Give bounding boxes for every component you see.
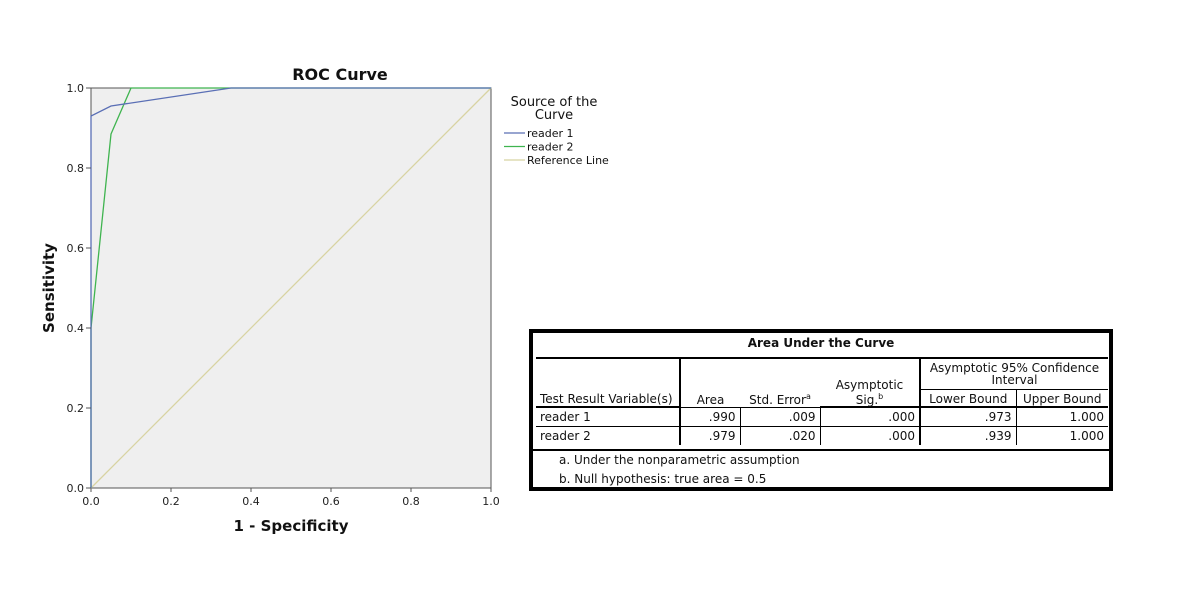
header-sig: Asymptotic Sig.b bbox=[820, 357, 920, 408]
row-variable: reader 2 bbox=[536, 426, 680, 445]
x-tick-label: 0.0 bbox=[82, 495, 100, 508]
y-tick-label: 1.0 bbox=[67, 82, 85, 95]
header-area: Area bbox=[679, 357, 740, 408]
header-lower-bound: Lower Bound bbox=[919, 389, 1016, 408]
legend-label: reader 1 bbox=[527, 127, 574, 140]
x-tick-label: 0.2 bbox=[162, 495, 180, 508]
x-tick-label: 0.4 bbox=[242, 495, 260, 508]
table-footnotes: a. Under the nonparametric assumption b.… bbox=[533, 449, 1109, 489]
row-lower-bound: .939 bbox=[919, 426, 1016, 445]
y-axis-title: Sensitivity bbox=[40, 243, 58, 333]
header-upper-bound: Upper Bound bbox=[1015, 389, 1108, 408]
legend-label: reader 2 bbox=[527, 141, 574, 154]
y-tick-label: 0.0 bbox=[67, 482, 85, 495]
std-error-footnote-mark: a bbox=[805, 391, 811, 401]
row-area: .990 bbox=[679, 407, 740, 427]
table-row: reader 1 .990 .009 .000 .973 1.000 bbox=[536, 407, 1108, 427]
y-tick-label: 0.8 bbox=[67, 162, 85, 175]
y-tick-label: 0.6 bbox=[67, 242, 85, 255]
footnote-a: a. Under the nonparametric assumption bbox=[559, 453, 800, 467]
y-tick-label: 0.2 bbox=[67, 402, 85, 415]
row-upper-bound: 1.000 bbox=[1015, 426, 1108, 445]
auc-table-caption: Area Under the Curve bbox=[747, 336, 895, 350]
row-sig: .000 bbox=[819, 407, 920, 427]
row-area: .979 bbox=[679, 426, 740, 445]
table-row: reader 2 .979 .020 .000 .939 1.000 bbox=[536, 426, 1108, 445]
row-upper-bound: 1.000 bbox=[1015, 407, 1108, 427]
header-variable: Test Result Variable(s) bbox=[536, 357, 680, 408]
row-lower-bound: .973 bbox=[919, 407, 1016, 427]
legend-label: Reference Line bbox=[527, 154, 609, 167]
series-line-reference-line bbox=[90, 87, 492, 489]
header-confidence-interval: Asymptotic 95% Confidence Interval bbox=[919, 357, 1108, 390]
row-std-error: .009 bbox=[739, 407, 820, 427]
chart-title: ROC Curve bbox=[292, 65, 388, 84]
row-sig: .000 bbox=[819, 426, 920, 445]
x-tick-label: 0.8 bbox=[402, 495, 420, 508]
x-tick-label: 1.0 bbox=[482, 495, 500, 508]
row-variable: reader 1 bbox=[540, 410, 591, 424]
auc-table-panel: Area Under the Curve Test Result Variabl… bbox=[529, 329, 1113, 491]
x-tick-label: 0.6 bbox=[322, 495, 340, 508]
legend-title: Source of the bbox=[511, 95, 598, 110]
sig-footnote-mark: b bbox=[878, 392, 884, 401]
x-axis-title: 1 - Specificity bbox=[234, 517, 349, 535]
header-std-error: Std. Errora bbox=[740, 357, 820, 408]
row-std-error: .020 bbox=[739, 426, 820, 445]
footnote-b: b. Null hypothesis: true area = 0.5 bbox=[559, 472, 767, 486]
auc-table: Test Result Variable(s) Area Std. Errora… bbox=[536, 357, 1108, 445]
legend-title-line-2: Curve bbox=[535, 108, 573, 123]
series-line-reader-1 bbox=[90, 87, 491, 488]
y-tick-label: 0.4 bbox=[67, 322, 85, 335]
